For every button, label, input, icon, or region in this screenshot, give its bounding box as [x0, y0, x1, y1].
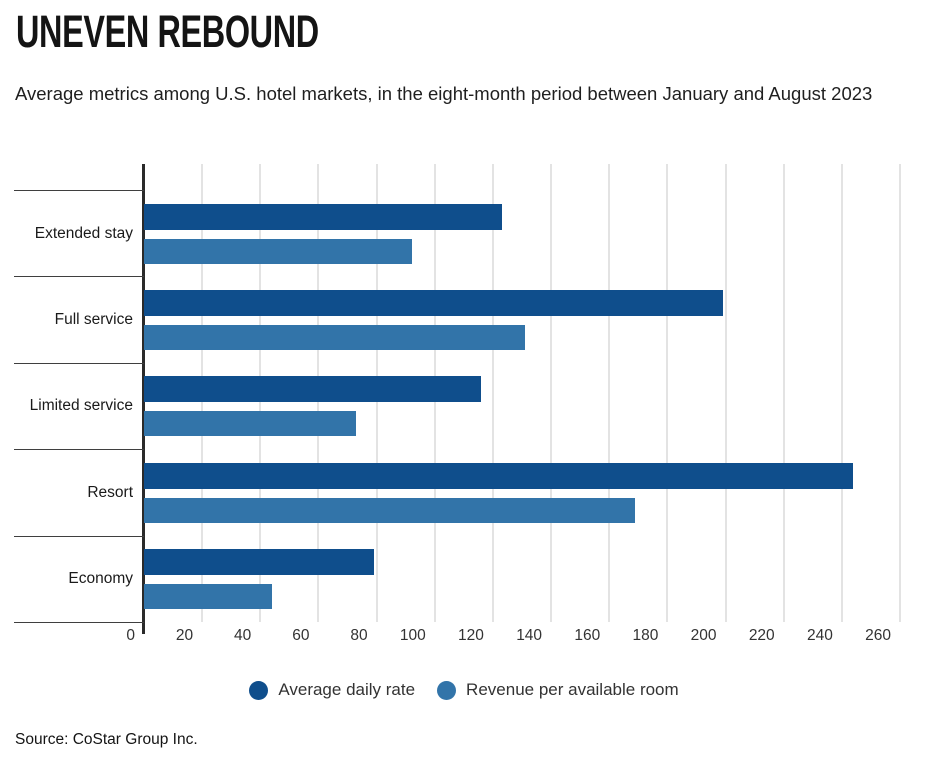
gridline	[724, 164, 727, 622]
bar-adr	[144, 203, 502, 230]
x-tick-label: 140	[516, 627, 543, 644]
bar-revpar	[144, 584, 272, 610]
x-tick-label: 80	[350, 627, 368, 644]
legend-label: Revenue per available room	[466, 680, 679, 699]
x-tick-label: 220	[748, 627, 775, 644]
x-tick-label: 20	[175, 627, 194, 644]
gridline	[782, 164, 785, 622]
x-tick-label: 260	[865, 627, 891, 644]
bar-adr	[144, 376, 482, 403]
category-label: Extended stay	[14, 190, 144, 276]
bar-adr	[144, 462, 854, 489]
revpar-legend-dot-icon	[437, 680, 457, 700]
category-label: Full service	[14, 276, 144, 362]
category-label: Resort	[14, 449, 144, 535]
x-tick-label: 180	[632, 627, 659, 644]
x-tick-label: 60	[292, 627, 310, 644]
x-tick-label: 100	[399, 627, 426, 644]
gridline	[899, 164, 901, 622]
bar-revpar	[144, 497, 636, 523]
bar-revpar	[144, 411, 357, 437]
gridline	[491, 164, 494, 622]
gridline	[840, 164, 843, 622]
gridline	[608, 164, 611, 622]
bar-revpar	[144, 324, 525, 350]
bar-adr	[144, 289, 723, 316]
chart-legend: Average daily rate Revenue per available…	[0, 676, 928, 704]
source-note: Source: CoStar Group Inc.	[15, 731, 198, 748]
gridline	[550, 164, 553, 622]
legend-label: Average daily rate	[278, 680, 416, 699]
category-label: Limited service	[14, 362, 144, 449]
x-tick-label: 200	[690, 627, 717, 644]
x-tick-label: 0	[126, 627, 135, 644]
legend-item-revpar: Revenue per available room	[437, 680, 679, 700]
chart-subtitle: Average metrics among U.S. hotel markets…	[15, 83, 873, 104]
x-tick-label: 40	[234, 627, 252, 644]
category-label-column: Extended stay Full service Limited service…	[14, 190, 144, 623]
category-label: Economy	[14, 535, 144, 622]
adr-legend-dot-icon	[249, 680, 269, 700]
plot-area	[144, 164, 924, 622]
x-tick-label: 240	[806, 627, 833, 644]
bar-revpar	[144, 238, 412, 264]
y-axis-line	[142, 164, 145, 634]
page-title: UNEVEN REBOUND	[16, 6, 319, 57]
legend-item-adr: Average daily rate	[249, 680, 415, 700]
gridline	[666, 164, 669, 622]
bar-adr	[144, 549, 374, 576]
x-tick-label: 120	[458, 627, 484, 644]
x-tick-label: 160	[574, 627, 601, 644]
